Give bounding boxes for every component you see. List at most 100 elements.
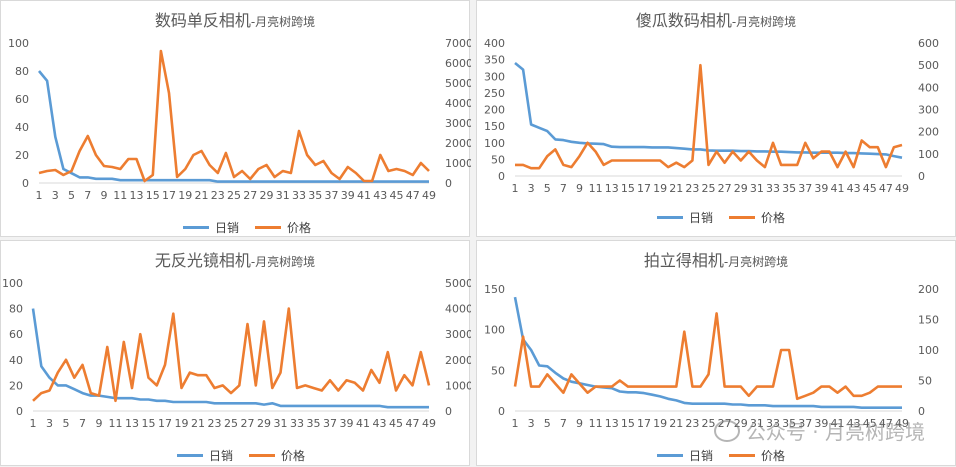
wechat-icon — [713, 419, 740, 442]
legend-label-sales: 日销 — [215, 221, 240, 235]
x-tick-label: 7 — [560, 182, 567, 195]
x-tick-label: 5 — [544, 417, 551, 430]
y-right-tick-label: 4000 — [445, 97, 471, 110]
x-tick-label: 11 — [109, 417, 123, 430]
x-tick-label: 35 — [782, 417, 796, 430]
y-right-tick-label: 100 — [918, 344, 939, 357]
x-tick-label: 29 — [257, 417, 271, 430]
x-tick-label: 45 — [863, 182, 877, 195]
watermark: 公众号 · 月亮树跨境 — [713, 416, 925, 445]
series-line-sales — [513, 296, 902, 409]
x-tick-label: 45 — [863, 417, 877, 430]
x-tick-label: 17 — [162, 189, 176, 202]
y-left-tick-label: 0 — [498, 405, 505, 418]
y-right-tick-label: 50 — [918, 375, 932, 388]
y-left-tick-label: 40 — [9, 354, 23, 367]
x-tick-label: 41 — [356, 417, 370, 430]
x-tick-label: 5 — [68, 189, 75, 202]
x-tick-label: 45 — [389, 417, 403, 430]
y-right-tick-label: 0 — [918, 170, 925, 183]
x-tick-label: 47 — [879, 182, 893, 195]
y-left-tick-label: 150 — [484, 283, 505, 296]
y-right-tick-label: 7000 — [445, 37, 471, 50]
chart-title: 拍立得相机-月亮树跨境 — [477, 247, 955, 271]
x-tick-label: 15 — [621, 417, 635, 430]
x-tick-label: 19 — [653, 417, 667, 430]
legend-item-sales: 日销 — [177, 447, 233, 464]
legend-label-price: 价格 — [761, 449, 786, 463]
legend-item-sales: 日销 — [183, 219, 239, 236]
x-tick-label: 33 — [290, 417, 304, 430]
y-left-tick-label: 100 — [8, 37, 29, 50]
y-left-tick-label: 200 — [484, 104, 505, 117]
y-right-tick-label: 3000 — [445, 328, 471, 341]
series-line-price — [513, 312, 902, 401]
x-tick-label: 7 — [79, 417, 86, 430]
x-tick-label: 43 — [847, 417, 861, 430]
y-right-tick-label: 0 — [445, 177, 452, 190]
chart-panel-instant: 0 50 100 150 0 50 100 150 200 1 3 5 7 9 11 13 15 17 19 21 23… — [476, 240, 956, 466]
y-right-tick-label: 6000 — [445, 57, 471, 70]
x-tick-label: 27 — [243, 189, 257, 202]
y-right-tick-label: 600 — [918, 37, 939, 50]
x-tick-label: 7 — [84, 189, 91, 202]
chart-title: 无反光镜相机-月亮树跨境 — [1, 247, 469, 271]
x-tick-label: 21 — [669, 182, 683, 195]
x-tick-label: 31 — [274, 417, 288, 430]
y-right-tick-label: 500 — [918, 59, 939, 72]
chart-panel-compact: 0 50 100 150 200 250 300 350 400 0 100 200 300 400 500… — [476, 0, 956, 237]
x-tick-label: 21 — [669, 417, 683, 430]
x-tick-label: 39 — [340, 417, 354, 430]
x-tick-label: 39 — [814, 182, 828, 195]
x-tick-label: 27 — [718, 182, 732, 195]
x-tick-label: 49 — [422, 417, 436, 430]
x-tick-label: 41 — [357, 189, 371, 202]
x-tick-label: 25 — [224, 417, 238, 430]
series-line-sales — [37, 70, 429, 183]
legend-item-price: 价格 — [249, 447, 305, 464]
x-tick-label: 29 — [734, 182, 748, 195]
x-tick-label: 39 — [814, 417, 828, 430]
x-tick-label: 47 — [406, 189, 420, 202]
series-line-price — [32, 307, 431, 403]
y-right-tick-label: 4000 — [445, 303, 471, 316]
x-tick-label: 9 — [576, 417, 583, 430]
x-tick-label: 11 — [113, 189, 127, 202]
x-tick-label: 35 — [307, 417, 321, 430]
x-tick-label: 25 — [702, 182, 716, 195]
y-right-tick-label: 1000 — [445, 379, 471, 392]
x-tick-label: 1 — [512, 417, 519, 430]
x-tick-label: 21 — [195, 189, 209, 202]
y-right-tick-label: 150 — [918, 314, 939, 327]
x-tick-label: 37 — [325, 189, 339, 202]
x-tick-label: 15 — [146, 189, 160, 202]
series-line-sales — [514, 61, 903, 159]
legend-label-price: 价格 — [287, 221, 312, 235]
y-right-tick-label: 3000 — [445, 117, 471, 130]
y-left-tick-label: 350 — [484, 54, 505, 67]
y-right-tick-label: 0 — [918, 405, 925, 418]
x-tick-label: 19 — [175, 417, 189, 430]
x-tick-label: 23 — [685, 182, 699, 195]
legend-label-sales: 日销 — [689, 449, 714, 463]
x-tick-label: 3 — [52, 189, 59, 202]
y-left-tick-label: 150 — [484, 120, 505, 133]
chart-compact: 0 50 100 150 200 250 300 350 400 0 100 200 300 400 500… — [484, 37, 939, 195]
y-right-tick-label: 100 — [918, 148, 939, 161]
x-tick-label: 43 — [373, 189, 387, 202]
chart-subtitle-text: -月亮树跨境 — [723, 255, 789, 269]
x-tick-label: 17 — [637, 182, 651, 195]
x-tick-label: 7 — [560, 417, 567, 430]
chart-subtitle-text: -月亮树跨境 — [250, 15, 316, 29]
x-tick-label: 25 — [702, 417, 716, 430]
series-line-price — [515, 63, 903, 170]
y-left-tick-label: 60 — [9, 328, 23, 341]
y-right-tick-label: 0 — [445, 405, 452, 418]
x-tick-label: 37 — [798, 182, 812, 195]
series-line-price — [38, 49, 430, 183]
x-tick-label: 9 — [101, 189, 108, 202]
y-left-tick-label: 20 — [9, 379, 23, 392]
legend-label-sales: 日销 — [689, 211, 714, 225]
x-tick-label: 29 — [260, 189, 274, 202]
chart-panel-mirrorless: 0 20 40 60 80 100 0 1000 2000 3000 4000 5000 1 3 5 7 9 11… — [0, 240, 471, 466]
